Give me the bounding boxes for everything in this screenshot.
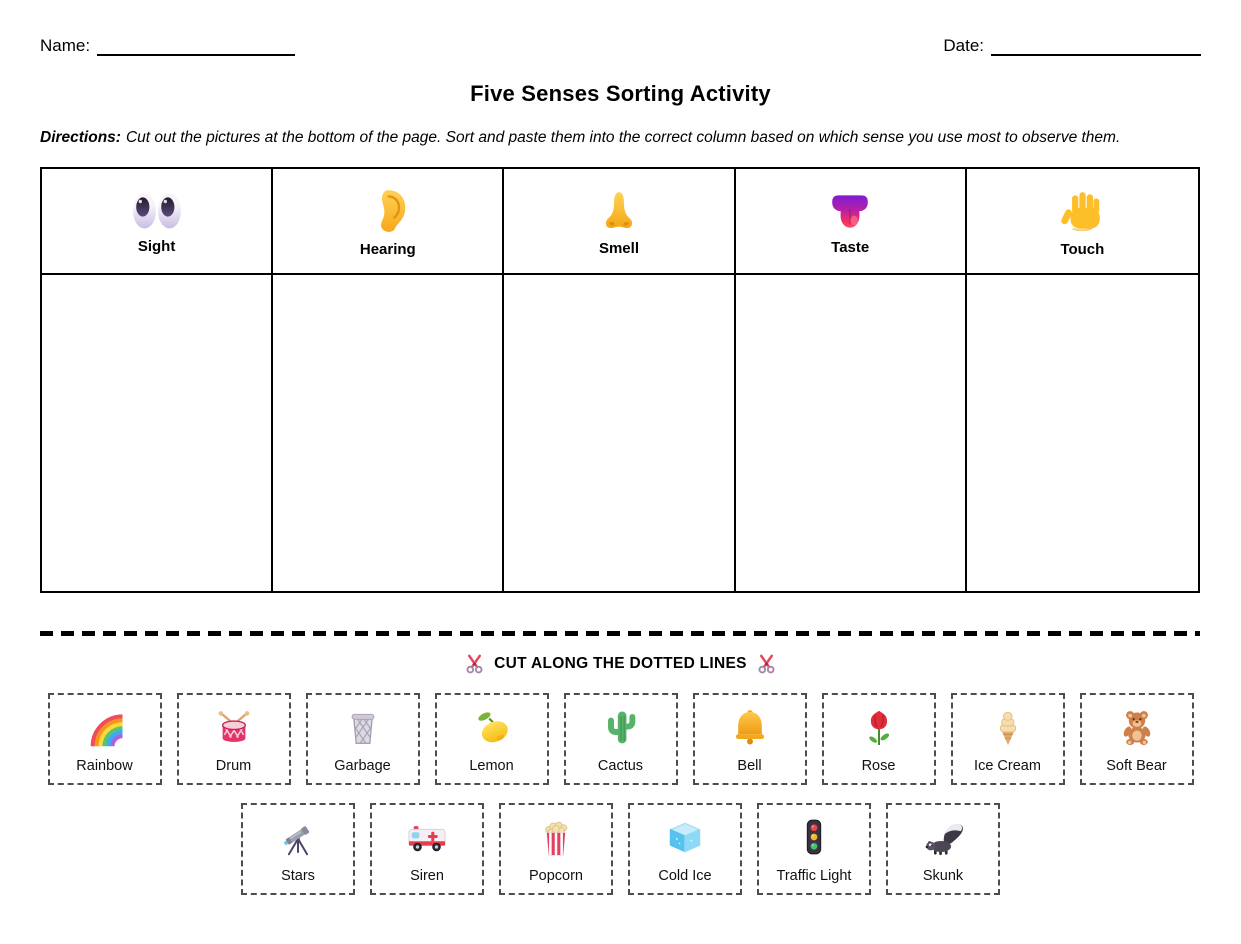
wastebasket-icon xyxy=(344,695,382,753)
skunk-icon xyxy=(921,805,965,863)
lemon-icon xyxy=(471,695,513,753)
directions-text: Cut out the pictures at the bottom of th… xyxy=(125,129,1121,146)
card-bell[interactable]: Bell xyxy=(692,693,807,785)
card-label: Ice Cream xyxy=(974,758,1041,774)
cards-row-2: Stars Siren xyxy=(40,803,1201,895)
name-label: Name: xyxy=(40,36,91,55)
card-ice-cream[interactable]: Ice Cream xyxy=(950,693,1065,785)
hand-icon xyxy=(1059,188,1105,234)
rainbow-icon xyxy=(84,695,126,753)
drop-cell-taste[interactable] xyxy=(736,275,967,591)
card-label: Bell xyxy=(737,758,762,774)
cut-dashed-line xyxy=(40,631,1200,636)
column-header-smell: Smell xyxy=(504,169,736,275)
date-label: Date: xyxy=(943,36,984,55)
cut-instruction-row: CUT ALONG THE DOTTED LINES xyxy=(40,653,1201,674)
card-label: Soft Bear xyxy=(1106,758,1167,774)
card-cold-ice[interactable]: Cold Ice xyxy=(628,803,742,895)
hearing-label: Hearing xyxy=(359,241,416,258)
card-cactus[interactable]: Cactus xyxy=(563,693,678,785)
card-label: Rainbow xyxy=(76,758,133,774)
drop-cell-smell[interactable] xyxy=(504,275,736,591)
drum-icon xyxy=(213,695,255,753)
card-label: Rose xyxy=(861,758,896,774)
traffic-light-icon xyxy=(801,805,827,863)
rose-icon xyxy=(861,695,897,753)
ambulance-icon xyxy=(405,805,449,863)
tongue-icon xyxy=(827,190,873,232)
card-label: Cold Ice xyxy=(658,868,712,884)
column-header-hearing: Hearing xyxy=(273,169,505,275)
nose-icon xyxy=(597,189,641,233)
ear-icon xyxy=(367,188,409,234)
directions-label: Directions: xyxy=(40,129,121,146)
telescope-icon xyxy=(278,805,318,863)
scissors-icon xyxy=(756,653,777,674)
column-header-taste: Taste xyxy=(735,169,967,275)
card-skunk[interactable]: Skunk xyxy=(886,803,1000,895)
card-label: Lemon xyxy=(469,758,514,774)
cactus-icon xyxy=(602,695,640,753)
card-popcorn[interactable]: Popcorn xyxy=(499,803,613,895)
worksheet-page: Name: Date: Five Senses Sorting Activity… xyxy=(40,0,1201,895)
card-siren[interactable]: Siren xyxy=(370,803,484,895)
popcorn-icon xyxy=(539,805,573,863)
card-stars[interactable]: Stars xyxy=(241,803,355,895)
ice-cream-icon xyxy=(991,695,1025,753)
date-field: Date: xyxy=(943,36,1201,56)
card-lemon[interactable]: Lemon xyxy=(434,693,549,785)
ice-cube-icon xyxy=(665,805,705,863)
card-label: Skunk xyxy=(922,868,964,884)
cards-row-1: Rainbow Drum xyxy=(40,693,1201,785)
card-label: Garbage xyxy=(334,758,391,774)
card-label: Cactus xyxy=(597,758,644,774)
scissors-icon xyxy=(464,653,485,674)
card-label: Drum xyxy=(215,758,252,774)
teddy-bear-icon xyxy=(1117,695,1157,753)
drop-cell-hearing[interactable] xyxy=(273,275,505,591)
senses-table: Sight Hearing xyxy=(40,167,1200,593)
date-blank-line xyxy=(991,37,1201,56)
card-soft-bear[interactable]: Soft Bear xyxy=(1079,693,1194,785)
bell-icon xyxy=(730,695,770,753)
column-header-touch: Touch xyxy=(966,169,1198,275)
card-label: Siren xyxy=(410,868,444,884)
card-rainbow[interactable]: Rainbow xyxy=(47,693,162,785)
cut-instruction-text: CUT ALONG THE DOTTED LINES xyxy=(494,654,747,672)
name-field: Name: xyxy=(40,36,296,56)
page-title: Five Senses Sorting Activity xyxy=(470,81,771,106)
card-label: Stars xyxy=(281,868,315,884)
drop-cell-touch[interactable] xyxy=(967,275,1198,591)
card-traffic-light[interactable]: Traffic Light xyxy=(757,803,871,895)
header-row: Name: Date: xyxy=(40,0,1201,56)
directions: Directions: Cut out the pictures at the b… xyxy=(40,129,1201,147)
sight-label: Sight xyxy=(137,238,176,255)
touch-label: Touch xyxy=(1060,241,1105,258)
smell-label: Smell xyxy=(598,240,639,257)
card-drum[interactable]: Drum xyxy=(176,693,291,785)
name-blank-line xyxy=(97,37,296,56)
card-label: Popcorn xyxy=(528,868,583,884)
eyes-icon xyxy=(131,191,183,231)
card-label: Traffic Light xyxy=(776,868,852,884)
column-header-sight: Sight xyxy=(42,169,274,275)
card-rose[interactable]: Rose xyxy=(821,693,936,785)
card-garbage[interactable]: Garbage xyxy=(305,693,420,785)
taste-label: Taste xyxy=(831,239,870,256)
drop-cell-sight[interactable] xyxy=(42,275,274,591)
